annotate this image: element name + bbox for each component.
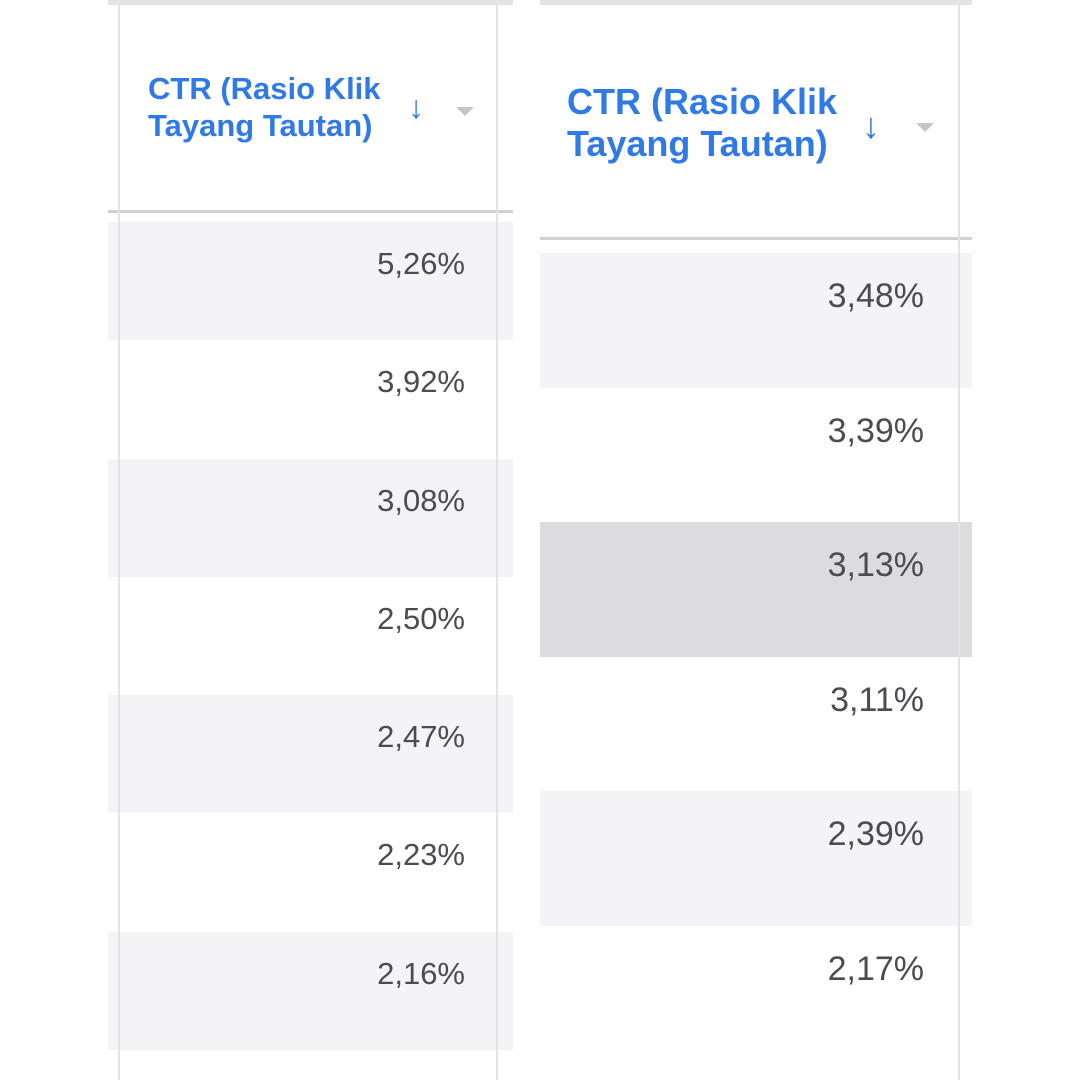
- header-divider: [540, 237, 972, 240]
- table-row[interactable]: 2,50%: [108, 576, 513, 696]
- column-header-title[interactable]: CTR (Rasio Klik Tayang Tautan): [148, 71, 381, 144]
- table-body: 5,26% 3,92% 3,08% 2,50% 2,47% 2,23% 2,16%: [108, 222, 513, 1051]
- table-row[interactable]: 3,39%: [540, 387, 972, 522]
- ctr-value-cell: 3,39%: [827, 411, 924, 450]
- column-header-title[interactable]: CTR (Rasio Klik Tayang Tautan): [567, 81, 837, 166]
- table-row[interactable]: 2,23%: [108, 813, 513, 932]
- table-top-border: [540, 0, 972, 5]
- column-divider: [118, 0, 120, 1080]
- table-row[interactable]: 3,48%: [540, 253, 972, 388]
- table-row[interactable]: 3,11%: [540, 656, 972, 791]
- column-header-title-line2: Tayang Tautan): [567, 123, 828, 165]
- table-body: 3,48% 3,39% 3,13% 3,11% 2,39% 2,17%: [540, 253, 972, 1060]
- column-header-title-line1: CTR (Rasio Klik: [567, 81, 838, 122]
- sort-descending-arrow-icon[interactable]: ↓: [862, 105, 880, 146]
- header-divider: [108, 210, 513, 213]
- table-row[interactable]: 3,92%: [108, 340, 513, 459]
- column-header-ctr[interactable]: CTR (Rasio Klik Tayang Tautan) ↓: [108, 5, 513, 210]
- right-ctr-table: CTR (Rasio Klik Tayang Tautan) ↓ 3,48% 3,…: [540, 0, 972, 1080]
- table-row[interactable]: 2,47%: [108, 695, 513, 814]
- table-top-border: [108, 0, 513, 5]
- ctr-value-cell: 3,92%: [377, 364, 465, 400]
- table-row[interactable]: 3,13%: [540, 522, 972, 657]
- ctr-value-cell: 5,26%: [377, 246, 465, 281]
- table-row[interactable]: 2,39%: [540, 791, 972, 926]
- table-row[interactable]: 2,16%: [108, 931, 513, 1051]
- left-ctr-table: CTR (Rasio Klik Tayang Tautan) ↓ 5,26% 3,…: [108, 0, 513, 1080]
- ctr-value-cell: 3,13%: [827, 546, 924, 584]
- column-menu-caret-down-icon[interactable]: [916, 123, 934, 132]
- ctr-value-cell: 2,50%: [377, 600, 465, 636]
- column-menu-caret-down-icon[interactable]: [456, 107, 474, 116]
- sort-descending-arrow-icon[interactable]: ↓: [408, 89, 424, 125]
- ctr-value-cell: 3,48%: [827, 277, 924, 315]
- column-divider[interactable]: [958, 0, 960, 1080]
- column-header-title-line1: CTR (Rasio Klik: [148, 71, 381, 106]
- column-header-title-line2: Tayang Tautan): [148, 107, 373, 143]
- ctr-value-cell: 2,39%: [827, 815, 924, 853]
- column-header-ctr[interactable]: CTR (Rasio Klik Tayang Tautan) ↓: [540, 5, 972, 237]
- ctr-value-cell: 2,17%: [827, 949, 924, 988]
- ctr-value-cell: 2,16%: [377, 955, 465, 991]
- table-row[interactable]: 2,17%: [540, 925, 972, 1060]
- ctr-value-cell: 3,08%: [377, 482, 465, 518]
- ctr-value-cell: 3,11%: [830, 680, 924, 719]
- ctr-value-cell: 2,23%: [377, 837, 465, 873]
- table-row[interactable]: 3,08%: [108, 458, 513, 577]
- table-row[interactable]: 5,26%: [108, 222, 513, 341]
- ctr-value-cell: 2,47%: [377, 719, 465, 755]
- column-divider[interactable]: [496, 0, 498, 1080]
